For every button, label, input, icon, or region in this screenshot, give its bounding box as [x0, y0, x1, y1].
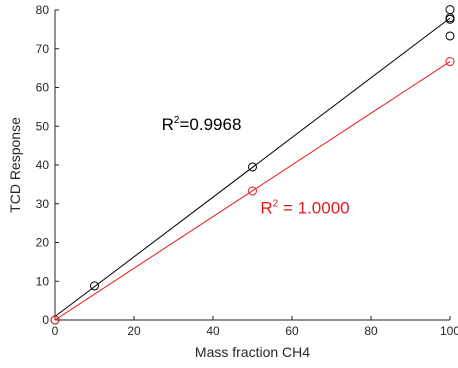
y-tick-label: 30 [36, 197, 50, 211]
data-point-0-6 [445, 5, 455, 15]
data-point-0-3 [445, 31, 455, 41]
x-tick-label: 40 [206, 324, 220, 338]
y-tick-label: 50 [36, 119, 50, 133]
r-squared-label-1: R2 = 1.0000 [260, 198, 349, 217]
y-tick-label: 40 [36, 158, 50, 172]
y-axis-label: TCD Response [7, 117, 23, 213]
data-point-1-0 [50, 315, 60, 325]
axes: 0 20 40 60 80 100 0 10 20 30 40 50 60 70 80 [36, 3, 458, 338]
y-tick-label: 60 [36, 81, 50, 95]
r-squared-label-0: R2=0.9968 [162, 115, 242, 134]
y-tick-label: 20 [36, 236, 50, 250]
data-point-0-2 [248, 162, 257, 172]
y-tick-label: 10 [36, 274, 50, 288]
data-point-1-2 [445, 57, 455, 67]
x-tick-label: 0 [52, 324, 59, 338]
data-points [50, 5, 455, 325]
data-point-0-1 [90, 281, 99, 291]
data-point-1-1 [248, 186, 257, 196]
x-tick-label: 60 [285, 324, 299, 338]
annotations: R2=0.9968 R2 = 1.0000 [162, 115, 350, 217]
x-axis-label: Mass fraction CH4 [195, 344, 310, 360]
y-tick-label: 0 [42, 313, 49, 327]
y-tick-label: 70 [36, 42, 50, 56]
x-tick-label: 80 [364, 324, 378, 338]
x-tick-label: 20 [127, 324, 141, 338]
y-tick-label: 80 [36, 3, 50, 17]
fit-line-1 [54, 61, 451, 321]
fit-line-0 [54, 17, 451, 317]
x-tick-label: 100 [440, 324, 458, 338]
fit-lines [54, 17, 451, 321]
